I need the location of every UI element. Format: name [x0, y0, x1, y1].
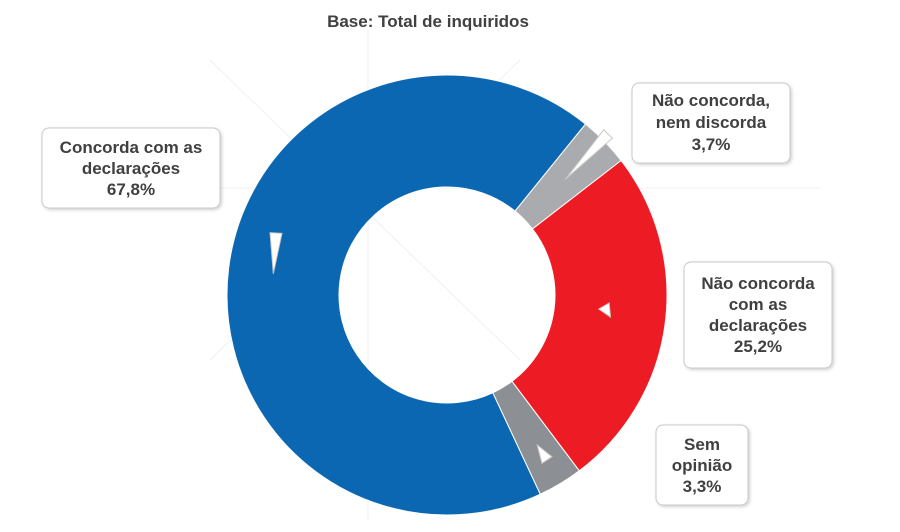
- slice-label-line: Não concorda,: [651, 91, 771, 110]
- callout-pointer: [564, 129, 614, 181]
- callout-box: [41, 127, 221, 209]
- callout-box: [631, 82, 791, 164]
- slice-label-line: nem discorda: [655, 113, 767, 132]
- slice-label-line: Concorda com as: [59, 137, 203, 157]
- slice-label: Não concorda com as declarações 25,2%: [684, 273, 832, 357]
- slice-label-line: declarações: [81, 158, 181, 178]
- callout-boxes: [41, 82, 833, 506]
- slice-label-line: opinião: [671, 455, 733, 475]
- callout-pointer: [536, 443, 553, 465]
- slice-label-line: com as: [728, 295, 788, 314]
- slice-label-line: Sem: [684, 434, 720, 454]
- slice-value-label: 3,7%: [691, 135, 731, 154]
- slice-value-label: 67,8%: [106, 179, 156, 199]
- donut-slice: [226, 74, 587, 516]
- slice-label-line: Não concorda: [701, 274, 815, 293]
- slice-label: Sem opinião 3,3%: [656, 434, 748, 497]
- callout-pointer: [269, 232, 283, 274]
- slice-value-label: 25,2%: [733, 337, 783, 356]
- donut-slices: [226, 74, 668, 516]
- chart-title: Base: Total de inquiridos: [327, 12, 529, 31]
- callout-pointer: [597, 302, 612, 319]
- callout-box: [683, 261, 833, 369]
- slice-value-label: 3,3%: [682, 476, 722, 496]
- slice-label-line: declarações: [708, 316, 808, 335]
- slice-label: Não concorda, nem discorda 3,7%: [632, 90, 790, 156]
- slice-label: Concorda com as declarações 67,8%: [42, 137, 220, 200]
- donut-slice: [511, 159, 668, 472]
- callout-box: [655, 424, 749, 506]
